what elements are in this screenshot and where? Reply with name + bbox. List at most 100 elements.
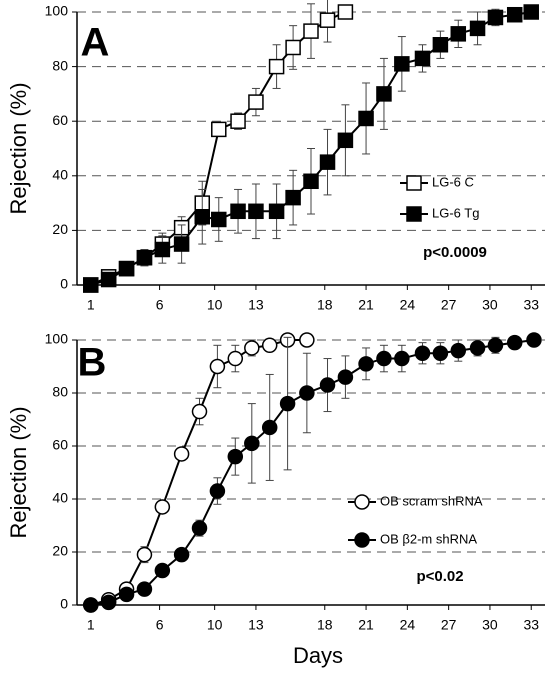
marker [244,435,260,452]
marker [194,209,211,225]
marker [432,37,449,53]
marker [487,9,504,26]
marker [406,175,422,191]
y-tick-label: 0 [60,596,68,612]
y-tick-label: 60 [52,437,68,453]
marker [209,483,226,499]
marker [450,342,467,359]
marker [337,369,354,385]
x-tick-label: 6 [156,297,164,313]
marker [506,6,523,23]
marker [406,206,422,222]
x-axis-label: Days [293,643,343,668]
marker [279,395,296,412]
marker [450,26,467,42]
y-tick-label: 0 [60,276,68,292]
marker [136,581,153,597]
marker [118,260,135,277]
annotation: p<0.02 [416,568,463,585]
marker [394,350,410,367]
marker [248,203,264,220]
marker [154,562,171,579]
marker [303,173,319,190]
y-axis-label: Rejection (%) [6,82,31,214]
marker [136,249,153,266]
y-tick-label: 80 [52,57,68,73]
marker [319,154,336,170]
marker [299,332,315,348]
marker [299,385,315,401]
x-tick-label: 27 [441,297,457,313]
marker [337,132,354,149]
marker [487,337,504,354]
annotation: p<0.0009 [423,244,487,261]
marker [211,211,227,228]
x-tick-label: 18 [317,617,333,633]
marker [285,189,301,206]
marker [354,494,370,510]
y-tick-label: 20 [52,221,68,237]
x-tick-label: 6 [156,617,164,633]
marker [354,532,370,548]
marker [394,56,410,72]
marker [268,203,285,220]
x-tick-label: 13 [248,297,264,313]
marker [248,94,264,110]
series-line [90,339,307,606]
marker [319,12,336,28]
marker [268,58,285,75]
x-tick-label: 30 [482,297,498,313]
x-tick-label: 10 [207,617,223,633]
marker [154,499,171,515]
x-tick-label: 33 [523,617,539,633]
marker [285,39,301,56]
marker [227,448,244,465]
marker [244,340,260,356]
marker [414,50,431,67]
x-tick-label: 27 [441,617,457,633]
marker [358,356,374,372]
x-tick-label: 24 [400,297,416,313]
marker [303,23,319,39]
marker [209,358,226,375]
x-tick-label: 21 [358,617,374,633]
marker [432,345,449,361]
x-tick-label: 1 [87,617,95,633]
y-tick-label: 100 [45,331,69,347]
marker [173,446,190,462]
marker [211,121,227,138]
legend-label: LG-6 Tg [432,205,479,220]
y-tick-label: 100 [45,3,69,19]
marker [261,419,278,436]
marker [191,520,208,536]
marker [83,597,99,613]
marker [173,546,190,563]
y-tick-label: 80 [52,384,68,400]
marker [100,271,117,288]
x-tick-label: 24 [400,617,416,633]
x-tick-label: 30 [482,617,498,633]
x-tick-label: 1 [87,297,95,313]
marker [227,350,244,367]
y-tick-label: 40 [52,167,68,183]
panel-letter: B [78,341,107,385]
panel-letter: A [81,21,110,65]
marker [154,241,171,258]
marker [376,86,392,102]
x-tick-label: 13 [248,617,264,633]
legend-label: OB scram shRNA [380,493,483,508]
marker [191,403,208,420]
marker [136,546,153,563]
marker [173,236,190,252]
legend-label: OB β2-m shRNA [380,531,477,546]
marker [506,334,523,351]
marker [319,377,336,393]
marker [118,586,135,603]
y-tick-label: 40 [52,490,68,506]
marker [376,350,392,367]
legend-label: LG-6 C [432,174,474,189]
y-axis-label: Rejection (%) [6,406,31,538]
marker [523,4,539,20]
